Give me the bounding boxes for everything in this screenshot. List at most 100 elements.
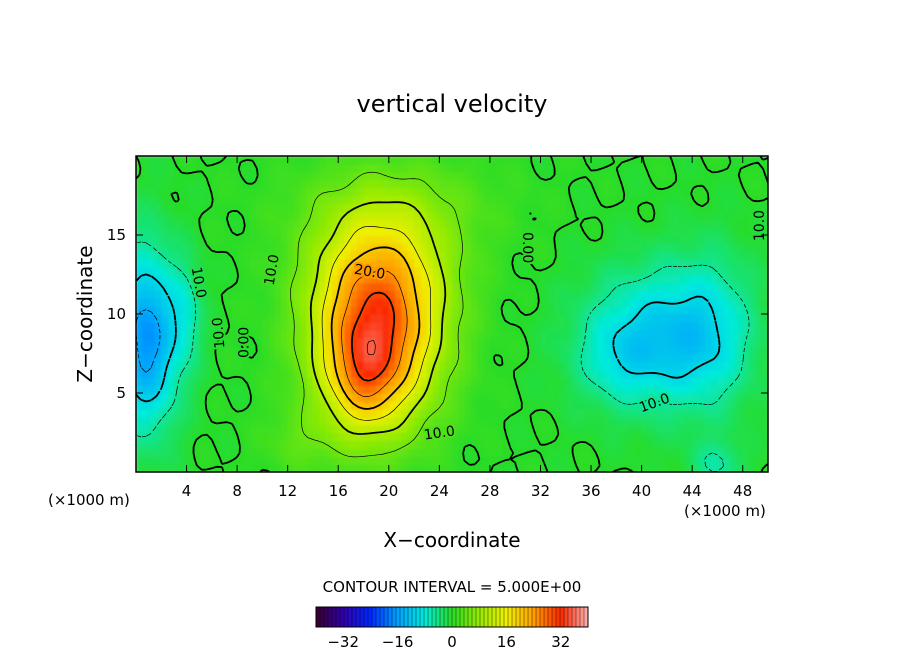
field-cell bbox=[540, 424, 548, 434]
field-cell bbox=[584, 321, 592, 331]
field-cell bbox=[515, 408, 523, 418]
field-cell bbox=[224, 408, 232, 418]
field-cell bbox=[230, 211, 238, 220]
field-cell bbox=[458, 337, 466, 347]
field-cell bbox=[319, 369, 327, 378]
field-cell bbox=[287, 219, 295, 228]
field-cell bbox=[388, 306, 396, 315]
field-cell bbox=[439, 345, 447, 355]
field-cell bbox=[256, 179, 264, 189]
field-cell bbox=[540, 258, 548, 268]
field-cell bbox=[654, 258, 662, 268]
field-cell bbox=[369, 440, 377, 450]
field-cell bbox=[591, 235, 599, 244]
field-cell bbox=[426, 171, 434, 181]
field-cell bbox=[635, 353, 643, 363]
field-cell bbox=[433, 432, 441, 442]
field-cell bbox=[603, 290, 611, 299]
field-cell bbox=[527, 219, 535, 228]
field-cell bbox=[306, 163, 314, 173]
field-cell bbox=[312, 179, 321, 189]
field-cell bbox=[173, 456, 182, 465]
field-cell bbox=[717, 306, 725, 315]
field-cell bbox=[294, 195, 302, 205]
field-cell bbox=[154, 385, 163, 394]
field-cell bbox=[470, 337, 479, 347]
field-cell bbox=[553, 361, 561, 371]
field-cell bbox=[167, 385, 175, 394]
field-cell bbox=[742, 282, 750, 292]
field-cell bbox=[540, 227, 548, 236]
field-cell bbox=[173, 329, 182, 339]
field-cell bbox=[154, 258, 163, 268]
field-cell bbox=[388, 266, 396, 276]
field-cell bbox=[262, 250, 270, 260]
contour-line bbox=[136, 156, 768, 472]
field-cell bbox=[224, 440, 232, 450]
field-cell bbox=[331, 432, 340, 442]
field-cell bbox=[603, 432, 611, 442]
field-cell bbox=[218, 282, 226, 292]
field-cell bbox=[546, 235, 554, 244]
field-cell bbox=[230, 306, 238, 315]
field-cell bbox=[445, 432, 453, 442]
field-cell bbox=[275, 321, 283, 331]
field-cell bbox=[192, 400, 200, 410]
field-cell bbox=[534, 408, 542, 418]
field-cell bbox=[148, 369, 156, 378]
field-cell bbox=[742, 353, 750, 363]
field-cell bbox=[730, 227, 738, 236]
field-cell bbox=[281, 361, 289, 371]
field-cell bbox=[262, 448, 270, 457]
field-cell bbox=[338, 456, 346, 465]
field-cell bbox=[546, 156, 554, 165]
field-cell bbox=[553, 321, 561, 331]
field-cell bbox=[237, 361, 245, 371]
field-cell bbox=[319, 235, 327, 244]
field-cell bbox=[287, 242, 295, 252]
field-cell bbox=[439, 203, 447, 213]
field-cell bbox=[281, 345, 289, 355]
field-cell bbox=[154, 211, 163, 220]
field-cell bbox=[287, 416, 295, 426]
field-cell bbox=[192, 156, 200, 165]
field-cell bbox=[553, 416, 561, 426]
field-cell bbox=[711, 290, 719, 299]
field-cell bbox=[433, 274, 441, 284]
field-cell bbox=[685, 440, 693, 450]
field-cell bbox=[755, 448, 763, 457]
field-cell bbox=[597, 250, 605, 260]
field-cell bbox=[256, 424, 264, 434]
field-cell bbox=[470, 290, 479, 299]
field-cell bbox=[704, 448, 712, 457]
field-cell bbox=[597, 448, 605, 457]
field-cell bbox=[388, 203, 396, 213]
field-cell bbox=[357, 353, 365, 363]
field-cell bbox=[565, 298, 573, 307]
field-cell bbox=[439, 408, 447, 418]
field-cell bbox=[496, 416, 504, 426]
field-cell bbox=[666, 369, 674, 378]
field-cell bbox=[452, 440, 460, 450]
field-cell bbox=[502, 250, 510, 260]
field-cell bbox=[211, 337, 219, 347]
field-cell bbox=[464, 353, 472, 363]
field-cell bbox=[616, 306, 624, 315]
field-cell bbox=[591, 337, 599, 347]
field-cell bbox=[199, 274, 207, 284]
field-cell bbox=[742, 156, 750, 165]
field-cell bbox=[433, 195, 441, 205]
field-cell bbox=[628, 424, 637, 434]
field-cell bbox=[749, 235, 757, 244]
field-cell bbox=[357, 227, 365, 236]
field-cell bbox=[344, 432, 352, 442]
field-cell bbox=[414, 329, 422, 339]
colorbar-cells bbox=[315, 607, 589, 627]
field-cell bbox=[414, 361, 422, 371]
field-cell bbox=[192, 187, 200, 197]
field-cell bbox=[635, 385, 643, 394]
field-cell bbox=[508, 321, 516, 331]
field-cell bbox=[433, 377, 441, 386]
field-cell bbox=[199, 235, 207, 244]
field-cell bbox=[452, 156, 460, 165]
